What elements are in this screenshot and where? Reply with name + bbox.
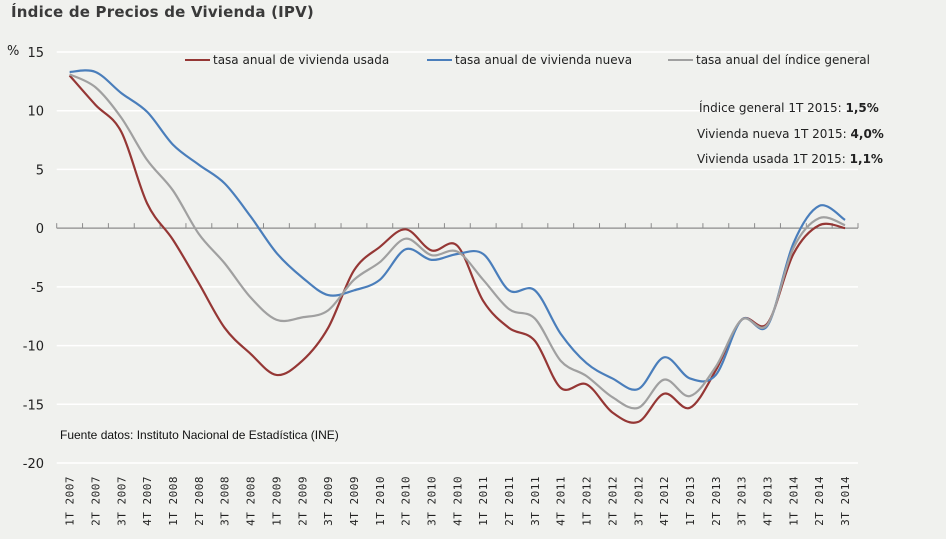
x-tick-label: 3T 2009: [322, 476, 335, 526]
x-tick-label: 1T 2008: [167, 476, 180, 526]
y-tick-label: 15: [27, 46, 44, 61]
legend-item-usada: tasa anual de vivienda usada: [185, 53, 389, 67]
legend-label-nueva: tasa anual de vivienda nueva: [455, 53, 633, 67]
x-tick-label: 2T 2009: [296, 476, 309, 526]
x-tick-label: 4T 2013: [762, 476, 775, 526]
x-tick-label: 1T 2014: [787, 476, 800, 526]
chart-title: Índice de Precios de Vivienda (IPV): [11, 3, 314, 21]
x-tick-label: 2T 2007: [89, 476, 102, 526]
x-tick-label: 1T 2007: [64, 476, 77, 526]
y-tick-label: -20: [23, 457, 44, 472]
annotation-label: Vivienda nueva 1T 2015:: [697, 127, 851, 141]
x-tick-label: 3T 2013: [736, 476, 749, 526]
annotation-value: 1,1%: [849, 152, 883, 166]
x-tick-label: 2T 2014: [813, 476, 826, 526]
x-tick-label: 3T 2014: [839, 476, 852, 526]
y-tick-label: -5: [31, 281, 44, 296]
x-tick-label: 3T 2008: [219, 476, 232, 526]
x-tick-label: 1T 2012: [581, 476, 594, 526]
legend-swatch-general: [668, 59, 693, 61]
y-tick-label: -15: [23, 398, 44, 413]
x-tick-label: 2T 2010: [400, 476, 413, 526]
annotation-value: 4,0%: [850, 127, 884, 141]
y-tick-label: 10: [27, 105, 44, 120]
legend-swatch-usada: [185, 59, 210, 61]
series-line-usada: [68, 74, 846, 424]
x-tick-label: 3T 2011: [529, 476, 542, 526]
legend-item-general: tasa anual del índice general: [668, 53, 870, 67]
annotation-indice-general: Índice general 1T 2015: 1,5%: [699, 101, 879, 115]
y-axis-unit-label: %: [7, 44, 20, 59]
x-tick-label: 1T 2013: [684, 476, 697, 526]
legend-label-usada: tasa anual de vivienda usada: [213, 53, 390, 67]
annotation-label: Vivienda usada 1T 2015:: [697, 152, 850, 166]
x-tick-label: 2T 2008: [193, 476, 206, 526]
x-tick-label: 2T 2012: [606, 476, 619, 526]
x-tick-label: 4T 2011: [555, 476, 568, 526]
legend-label-general: tasa anual del índice general: [696, 53, 870, 67]
y-tick-label: 5: [36, 163, 44, 178]
x-tick-label: 2T 2013: [710, 476, 723, 526]
x-tick-label: 3T 2007: [115, 476, 128, 526]
y-tick-label: 0: [36, 222, 44, 237]
annotation-label: Índice general 1T 2015:: [699, 101, 846, 115]
series-line-general: [69, 73, 846, 410]
series-line-nueva: [69, 69, 846, 391]
x-tick-label: 3T 2012: [632, 476, 645, 526]
x-tick-label: 4T 2010: [451, 476, 464, 526]
x-tick-label: 4T 2009: [348, 476, 361, 526]
legend-item-nueva: tasa anual de vivienda nueva: [427, 53, 632, 67]
source-note: Fuente datos: Instituto Nacional de Esta…: [60, 428, 339, 442]
annotation-vivienda-usada: Vivienda usada 1T 2015: 1,1%: [697, 152, 883, 166]
x-tick-label: 2T 2011: [503, 476, 516, 526]
x-tick-label: 4T 2008: [245, 476, 258, 526]
annotation-value: 1,5%: [845, 101, 879, 115]
x-tick-label: 3T 2010: [426, 476, 439, 526]
y-tick-label: -10: [23, 340, 44, 355]
legend-swatch-nueva: [427, 59, 452, 61]
annotation-vivienda-nueva: Vivienda nueva 1T 2015: 4,0%: [697, 127, 884, 141]
x-tick-label: 1T 2011: [477, 476, 490, 526]
x-tick-label: 1T 2010: [374, 476, 387, 526]
x-tick-label: 4T 2007: [141, 476, 154, 526]
x-tick-label: 1T 2009: [270, 476, 283, 526]
x-tick-label: 4T 2012: [658, 476, 671, 526]
